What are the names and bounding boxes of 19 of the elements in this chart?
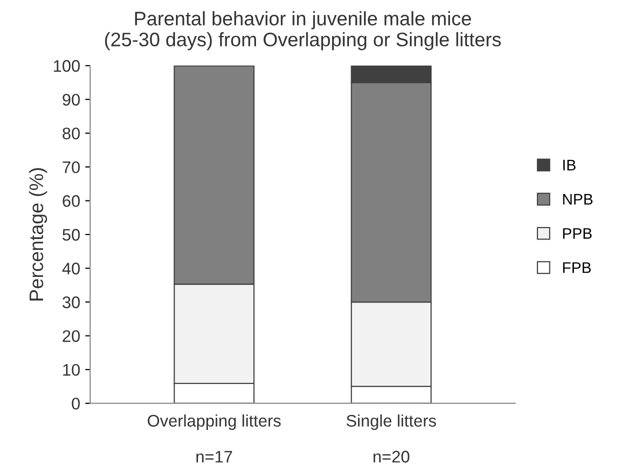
y-tick-label: 0 bbox=[72, 398, 80, 410]
legend-label: FPB bbox=[563, 262, 591, 273]
legend-label: NPB bbox=[563, 194, 592, 205]
y-tick-label: 100 bbox=[54, 60, 80, 72]
y-tick-label: 70 bbox=[62, 161, 80, 174]
y-tick-label: 30 bbox=[62, 296, 80, 308]
y-tick-label: 50 bbox=[62, 228, 80, 241]
legend-label: IB bbox=[563, 160, 576, 170]
y-tick-label: 90 bbox=[62, 94, 80, 106]
chart-title: Parental behavior in juvenile male mice (25-30 days) from Overlapping or Single litters bbox=[105, 11, 501, 50]
y-axis-title: Percentage (%) bbox=[28, 168, 48, 300]
y-tick-label: 10 bbox=[63, 364, 80, 376]
category-label: Single litters n=20 bbox=[346, 414, 436, 463]
y-tick-label: 60 bbox=[62, 195, 80, 207]
y-tick-label: 20 bbox=[62, 330, 80, 342]
y-tick-label: 80 bbox=[62, 128, 80, 140]
category-label: Overlapping litters n=17 bbox=[148, 414, 281, 462]
y-tick-label: 40 bbox=[62, 262, 80, 274]
legend-label: PPB bbox=[563, 228, 592, 239]
